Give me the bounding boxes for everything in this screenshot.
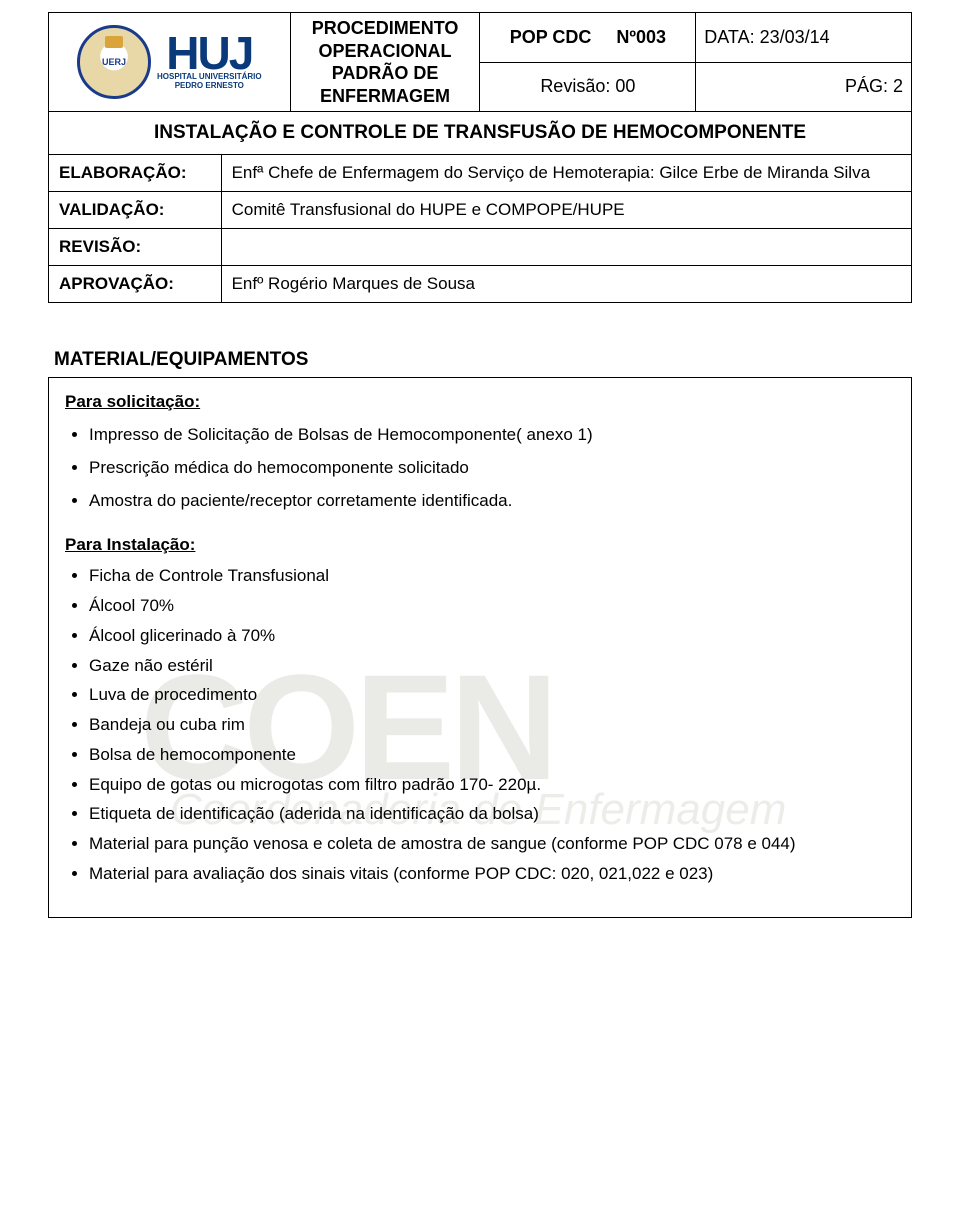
sub1: Para solicitação: <box>65 392 895 412</box>
logo-cell: UERJ HUJ HOSPITAL UNIVERSITÁRIO PEDRO ER… <box>49 13 291 112</box>
list-item: Álcool glicerinado à 70% <box>89 621 895 651</box>
valid-label: VALIDAÇÃO: <box>49 192 222 229</box>
list-item: Material para avaliação dos sinais vitai… <box>89 859 895 889</box>
uerj-logo-icon: UERJ <box>77 25 151 99</box>
aprov-label: APROVAÇÃO: <box>49 266 222 303</box>
data-label: DATA: <box>704 27 754 47</box>
pop-cell: POP CDC Nº003 <box>480 13 696 63</box>
data-value: 23/03/14 <box>760 27 830 47</box>
hupe-mark: HUJ <box>166 34 252 73</box>
rev-value: 00 <box>615 76 635 96</box>
list-item: Gaze não estéril <box>89 651 895 681</box>
hupe-logo-icon: HUJ HOSPITAL UNIVERSITÁRIO PEDRO ERNESTO <box>157 34 262 91</box>
revisao-label: REVISÃO: <box>49 229 222 266</box>
pag-label: PÁG: <box>845 76 888 96</box>
pop-label: POP CDC <box>510 27 592 47</box>
list-item: Luva de procedimento <box>89 680 895 710</box>
list1: Impresso de Solicitação de Bolsas de Hem… <box>89 418 895 517</box>
sub2: Para Instalação: <box>65 535 895 555</box>
rev-label: Revisão: <box>540 76 610 96</box>
list-item: Equipo de gotas ou microgotas com filtro… <box>89 770 895 800</box>
elab-value: Enfª Chefe de Enfermagem do Serviço de H… <box>221 155 911 192</box>
list-item: Prescrição médica do hemocomponente soli… <box>89 451 895 484</box>
aprov-value: Enfº Rogério Marques de Sousa <box>221 266 911 303</box>
list-item: Impresso de Solicitação de Bolsas de Hem… <box>89 418 895 451</box>
list-item: Material para punção venosa e coleta de … <box>89 829 895 859</box>
data-cell: DATA: 23/03/14 <box>696 13 912 63</box>
list-item: Amostra do paciente/receptor corretament… <box>89 484 895 517</box>
pag-cell: PÁG: 2 <box>696 62 912 112</box>
valid-value: Comitê Transfusional do HUPE e COMPOPE/H… <box>221 192 911 229</box>
pag-value: 2 <box>893 76 903 96</box>
list2: Ficha de Controle TransfusionalÁlcool 70… <box>89 561 895 888</box>
elab-label: ELABORAÇÃO: <box>49 155 222 192</box>
rev-cell: Revisão: 00 <box>480 62 696 112</box>
list-item: Álcool 70% <box>89 591 895 621</box>
hupe-sub2: PEDRO ERNESTO <box>175 82 244 91</box>
pop-num: Nº003 <box>616 27 666 47</box>
revisao-value <box>221 229 911 266</box>
doc-title: INSTALAÇÃO E CONTROLE DE TRANSFUSÃO DE H… <box>48 112 912 155</box>
uerj-logo-text: UERJ <box>102 57 126 67</box>
list-item: Etiqueta de identificação (aderida na id… <box>89 799 895 829</box>
list-item: Ficha de Controle Transfusional <box>89 561 895 591</box>
list-item: Bandeja ou cuba rim <box>89 710 895 740</box>
material-box: Para solicitação: Impresso de Solicitaçã… <box>48 377 912 918</box>
proc-title-cell: PROCEDIMENTO OPERACIONAL PADRÃO DE ENFER… <box>290 13 480 112</box>
section-heading: MATERIAL/EQUIPAMENTOS <box>54 349 912 371</box>
list-item: Bolsa de hemocomponente <box>89 740 895 770</box>
header-table: UERJ HUJ HOSPITAL UNIVERSITÁRIO PEDRO ER… <box>48 12 912 112</box>
meta-table: ELABORAÇÃO: Enfª Chefe de Enfermagem do … <box>48 155 912 303</box>
